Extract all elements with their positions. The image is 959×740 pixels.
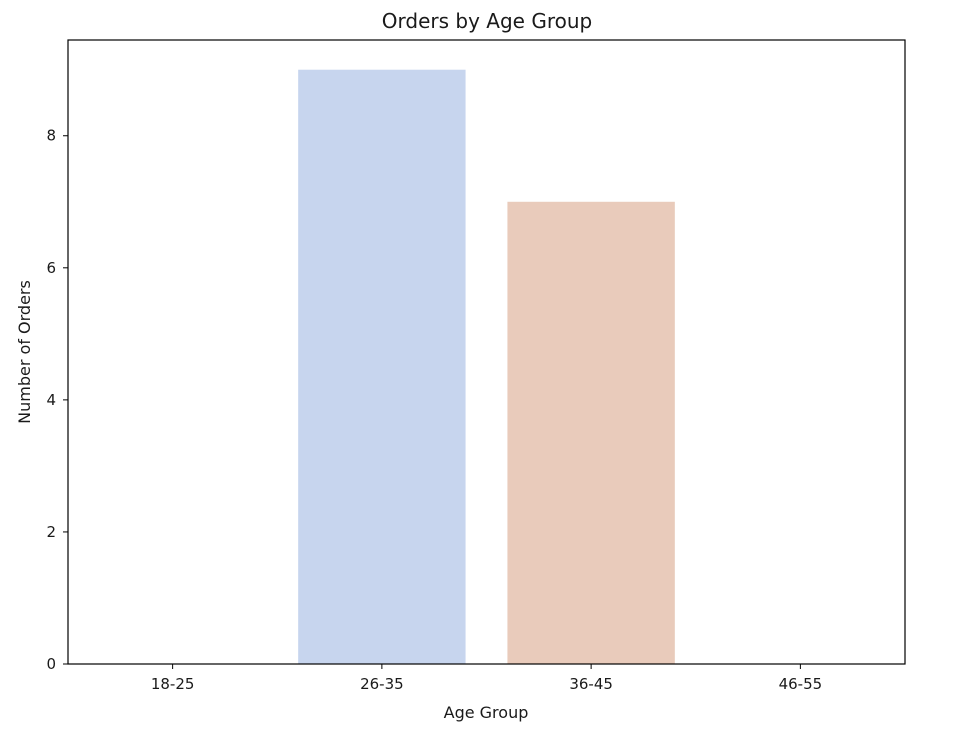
y-axis-ticks: 0 2 4 6 8 <box>46 127 68 673</box>
x-axis-ticks: 18-25 26-35 36-45 46-55 <box>151 664 822 693</box>
plot-frame <box>67 39 906 665</box>
y-tick-label: 4 <box>46 391 56 409</box>
bar-26-35 <box>298 69 466 664</box>
y-tick-label: 6 <box>46 259 56 277</box>
bar-36-45 <box>507 201 675 664</box>
x-tick-label: 26-35 <box>360 675 404 693</box>
x-axis-label: Age Group <box>444 703 529 722</box>
y-tick-label: 2 <box>46 523 56 541</box>
x-tick-label: 46-55 <box>779 675 823 693</box>
x-tick-label: 18-25 <box>151 675 195 693</box>
y-axis-label: Number of Orders <box>15 280 34 424</box>
bars-layer <box>298 69 675 664</box>
y-tick-label: 0 <box>46 655 56 673</box>
y-tick-label: 8 <box>46 127 56 145</box>
chart-title: Orders by Age Group <box>382 9 592 33</box>
x-tick-label: 36-45 <box>569 675 613 693</box>
